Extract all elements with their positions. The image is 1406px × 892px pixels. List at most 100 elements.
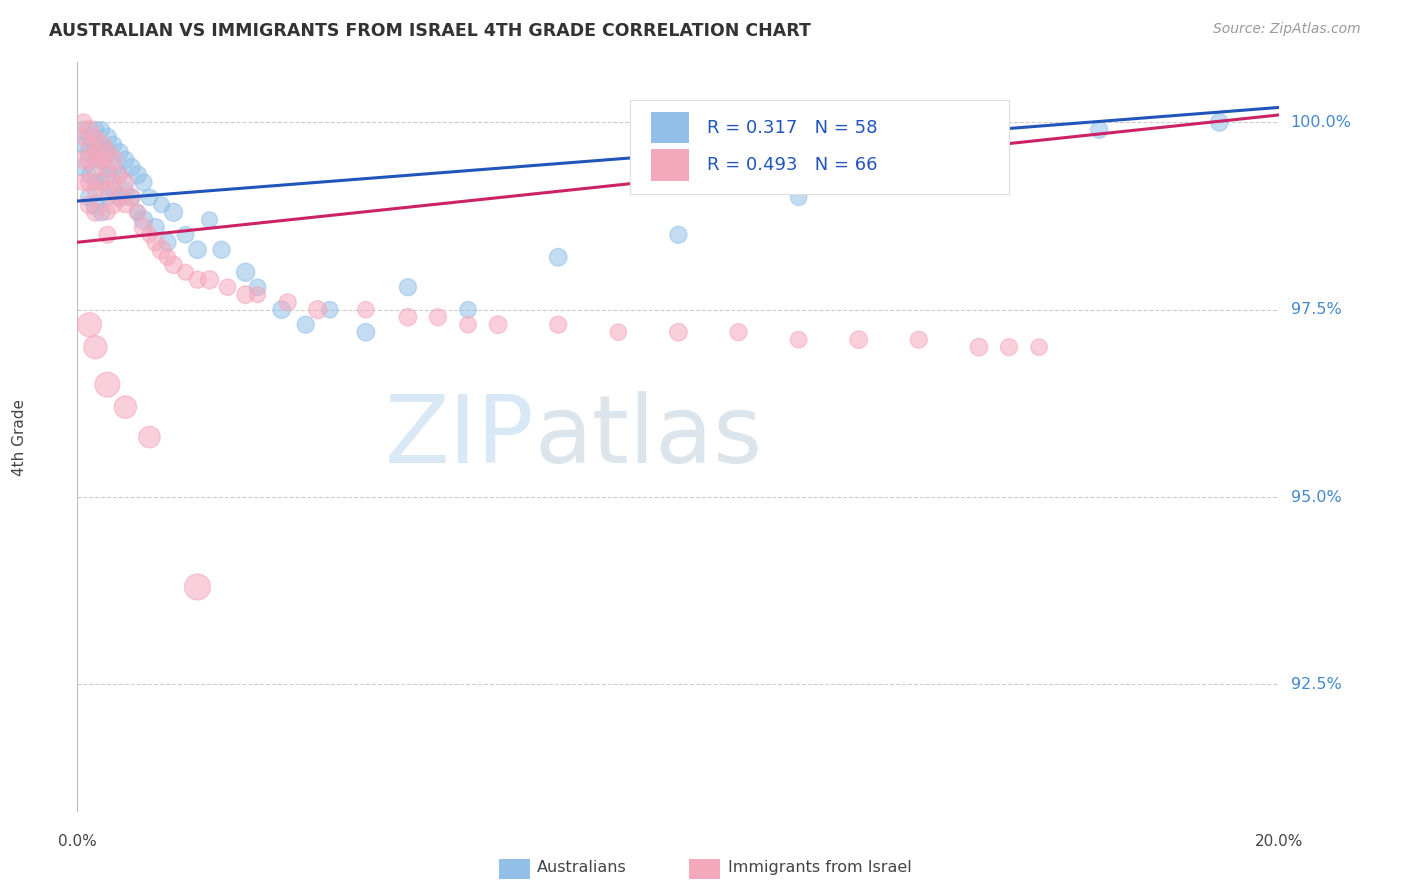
Text: 92.5%: 92.5% (1291, 677, 1341, 692)
Point (90, 137, 112, 152)
Point (150, 198, 173, 212)
Point (277, 295, 299, 310)
Point (138, 227, 160, 242)
Point (127, 205, 149, 219)
Point (72, 123, 94, 137)
FancyBboxPatch shape (630, 100, 1010, 194)
Point (72, 153, 94, 167)
Point (156, 235, 179, 250)
Point (96, 190, 118, 204)
Point (72, 130, 94, 145)
Point (246, 280, 269, 294)
Point (96, 145, 118, 160)
Text: Source: ZipAtlas.com: Source: ZipAtlas.com (1213, 22, 1361, 37)
Text: 4th Grade: 4th Grade (13, 399, 27, 475)
Point (79, 318, 101, 332)
Point (90, 123, 112, 137)
Point (84, 153, 107, 167)
Point (132, 212, 155, 227)
Point (354, 302, 377, 317)
Point (457, 302, 479, 317)
Point (79, 145, 101, 160)
Text: AUSTRALIAN VS IMMIGRANTS FROM ISRAEL 4TH GRADE CORRELATION CHART: AUSTRALIAN VS IMMIGRANTS FROM ISRAEL 4TH… (49, 22, 811, 40)
Point (607, 325, 630, 339)
Point (84, 340, 107, 354)
Point (156, 250, 179, 264)
Point (84, 137, 107, 152)
Point (198, 273, 221, 287)
Point (90, 137, 112, 152)
Point (114, 183, 136, 197)
Point (96, 377, 118, 392)
Point (132, 220, 155, 235)
Text: Immigrants from Israel: Immigrants from Israel (728, 861, 912, 875)
Point (72, 137, 94, 152)
Point (108, 168, 131, 182)
Point (84, 145, 107, 160)
Point (79, 190, 101, 204)
Point (127, 168, 149, 182)
Point (96, 145, 118, 160)
Point (127, 205, 149, 219)
Point (79, 137, 101, 152)
Point (84, 198, 107, 212)
Point (547, 318, 569, 332)
Point (486, 318, 509, 332)
Point (72, 115, 94, 129)
Point (72, 175, 94, 189)
Point (186, 580, 209, 594)
Point (138, 430, 160, 444)
Point (162, 205, 184, 219)
Point (217, 280, 239, 294)
Point (174, 227, 197, 242)
Point (72, 161, 94, 175)
Point (84, 161, 107, 175)
Point (668, 227, 690, 242)
Text: 95.0%: 95.0% (1291, 490, 1341, 505)
Point (90, 175, 112, 189)
Point (294, 318, 316, 332)
Point (79, 198, 101, 212)
Point (114, 175, 136, 189)
Point (246, 287, 269, 301)
Point (198, 212, 221, 227)
Point (848, 333, 870, 347)
Point (120, 161, 142, 175)
Point (84, 183, 107, 197)
Point (79, 123, 101, 137)
Point (235, 265, 257, 279)
Text: ZIP: ZIP (384, 391, 534, 483)
Text: R = 0.317   N = 58: R = 0.317 N = 58 (707, 119, 877, 136)
Point (96, 161, 118, 175)
Point (235, 287, 257, 301)
Point (90, 175, 112, 189)
Point (1088, 123, 1111, 137)
Point (103, 153, 125, 167)
Point (90, 205, 112, 219)
Point (270, 302, 292, 317)
Point (396, 280, 419, 294)
Point (1028, 340, 1050, 354)
Point (103, 183, 125, 197)
Point (908, 333, 931, 347)
Point (211, 243, 233, 257)
Point (103, 161, 125, 175)
Point (174, 265, 197, 279)
Point (108, 190, 131, 204)
Point (186, 273, 209, 287)
Point (96, 130, 118, 145)
Point (138, 190, 160, 204)
Text: atlas: atlas (534, 391, 762, 483)
Point (967, 340, 990, 354)
Text: 97.5%: 97.5% (1291, 302, 1341, 318)
Point (547, 250, 569, 264)
Point (79, 153, 101, 167)
Point (90, 153, 112, 167)
Point (84, 123, 107, 137)
Text: Australians: Australians (537, 861, 627, 875)
Point (84, 130, 107, 145)
Point (396, 310, 419, 325)
Point (79, 168, 101, 182)
Point (114, 198, 136, 212)
Point (103, 198, 125, 212)
